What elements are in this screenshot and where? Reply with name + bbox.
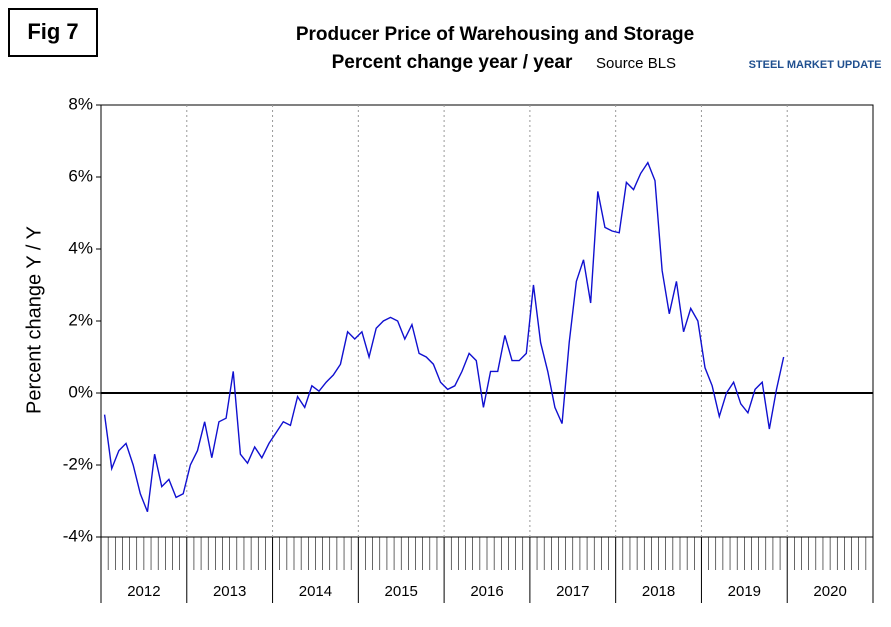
x-tick-label: 2013	[213, 583, 246, 600]
x-tick-label: 2012	[127, 583, 160, 600]
logo: STEEL MARKET UPDATE	[749, 59, 882, 71]
y-tick-label: 6%	[68, 166, 93, 185]
y-tick-label: -2%	[63, 454, 93, 473]
source: Source BLS	[596, 55, 676, 72]
x-tick-label: 2020	[813, 583, 846, 600]
y-tick-label: 4%	[68, 238, 93, 257]
x-tick-label: 2017	[556, 583, 589, 600]
chart-subtitle: Percent change year / year	[332, 52, 573, 73]
data-line	[103, 161, 785, 513]
y-tick-label: 0%	[68, 382, 93, 401]
x-tick-label: 2016	[470, 583, 503, 600]
chart-title: Producer Price of Warehousing and Storag…	[296, 24, 694, 45]
x-tick-label: 2019	[728, 583, 761, 600]
figure-label: Fig 7	[27, 19, 78, 44]
figure-box	[8, 8, 98, 57]
y-tick-label: 8%	[68, 94, 93, 113]
x-tick-label: 2015	[385, 583, 418, 600]
y-axis-title: Percent change Y / Y	[23, 226, 45, 414]
x-tick-label: 2014	[299, 583, 332, 600]
y-tick-label: 2%	[68, 310, 93, 329]
y-tick-label: -4%	[63, 526, 93, 545]
x-tick-label: 2018	[642, 583, 675, 600]
